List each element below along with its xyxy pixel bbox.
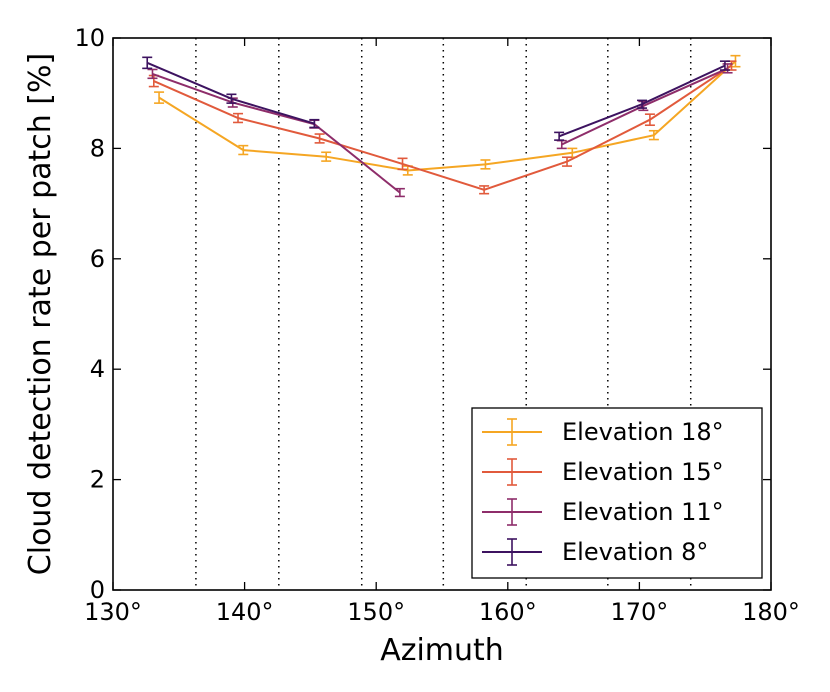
x-axis: 130° 140° 150° 160° 170° 180° — [84, 38, 800, 626]
plot-frame — [112, 37, 772, 591]
x-tick-label: 160° — [479, 598, 537, 626]
y-tick-label: 4 — [90, 355, 105, 383]
y-axis: 0 2 4 6 8 10 — [74, 24, 771, 604]
y-tick-label: 0 — [90, 576, 105, 604]
y-axis-title: Cloud detection rate per patch [%] — [23, 53, 58, 575]
series-3 — [142, 56, 730, 141]
x-tick-label: 180° — [742, 598, 800, 626]
legend-label: Elevation 8° — [562, 538, 708, 566]
y-tick-label: 2 — [90, 466, 105, 494]
series-line — [158, 60, 737, 172]
legend-label: Elevation 18° — [562, 418, 724, 446]
legend: Elevation 18° Elevation 15° Elevation 11° E… — [471, 407, 763, 579]
y-tick-label: 8 — [90, 134, 105, 162]
legend-box — [471, 407, 763, 579]
legend-item-2: Elevation 11° — [482, 498, 724, 526]
x-tick-label: 170° — [610, 598, 668, 626]
vertical-dotted-lines — [195, 38, 692, 590]
legend-label: Elevation 15° — [562, 458, 724, 486]
x-tick-label: 130° — [84, 598, 142, 626]
legend-label: Elevation 11° — [562, 498, 724, 526]
legend-item-3: Elevation 8° — [482, 538, 708, 566]
y-tick-label: 10 — [74, 24, 105, 52]
series-0 — [154, 54, 741, 176]
series-line — [152, 72, 401, 194]
y-tick-label: 6 — [90, 245, 105, 273]
x-axis-title: Azimuth — [380, 633, 504, 668]
series-line — [153, 64, 733, 191]
x-tick-label: 140° — [216, 598, 274, 626]
legend-item-1: Elevation 15° — [482, 458, 724, 486]
x-tick-label: 150° — [347, 598, 405, 626]
legend-item-0: Elevation 18° — [482, 418, 724, 446]
series-layer — [142, 54, 741, 198]
